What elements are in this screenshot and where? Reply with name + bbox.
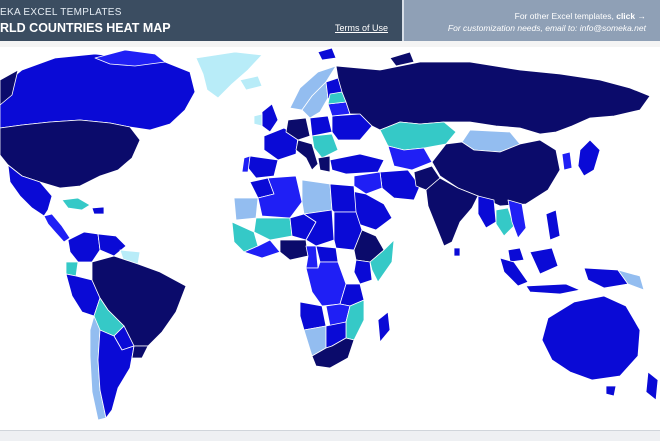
region-china[interactable] bbox=[431, 139, 561, 207]
region-philippines[interactable] bbox=[545, 209, 561, 241]
promo-line: For other Excel templates, click → bbox=[515, 11, 646, 21]
region-india[interactable] bbox=[425, 177, 479, 247]
region-mexico[interactable] bbox=[7, 164, 53, 217]
brand-label: EKA EXCEL TEMPLATES bbox=[0, 7, 122, 18]
region-portugal[interactable] bbox=[241, 155, 251, 173]
region-algeria[interactable] bbox=[257, 175, 303, 219]
region-car[interactable] bbox=[315, 245, 339, 263]
region-thailand[interactable] bbox=[495, 207, 515, 237]
region-italy[interactable] bbox=[295, 139, 319, 171]
region-kenya[interactable] bbox=[353, 259, 373, 285]
region-spain[interactable] bbox=[247, 155, 279, 179]
contact-line[interactable]: For customization needs, email to: info@… bbox=[447, 23, 646, 33]
region-alaska[interactable] bbox=[0, 69, 19, 106]
region-png[interactable] bbox=[617, 269, 645, 291]
promo-text: For other Excel templates, bbox=[514, 11, 617, 21]
region-guinea-coast[interactable] bbox=[243, 239, 281, 259]
region-vietnam[interactable] bbox=[507, 199, 527, 239]
region-japan[interactable] bbox=[577, 139, 601, 177]
region-sumatra[interactable] bbox=[499, 257, 529, 287]
region-egypt[interactable] bbox=[329, 183, 357, 213]
region-uruguay[interactable] bbox=[131, 345, 149, 359]
region-russia[interactable] bbox=[335, 61, 651, 135]
region-tasmania[interactable] bbox=[605, 385, 617, 397]
promo-click-link[interactable]: click → bbox=[616, 11, 646, 21]
heat-map-area bbox=[0, 47, 660, 430]
region-libya[interactable] bbox=[301, 179, 333, 215]
region-australia[interactable] bbox=[541, 295, 641, 381]
region-congo[interactable] bbox=[305, 261, 347, 307]
region-malaysia[interactable] bbox=[507, 247, 525, 263]
region-iceland[interactable] bbox=[239, 75, 263, 91]
region-svalbard[interactable] bbox=[317, 47, 337, 61]
header: EKA EXCEL TEMPLATES RLD COUNTRIES HEAT M… bbox=[0, 0, 660, 41]
region-south-africa[interactable] bbox=[311, 337, 355, 369]
region-myanmar[interactable] bbox=[477, 195, 497, 229]
world-heat-map bbox=[0, 47, 659, 421]
region-france[interactable] bbox=[263, 127, 299, 161]
region-colombia[interactable] bbox=[67, 231, 101, 263]
region-angola[interactable] bbox=[299, 301, 327, 331]
region-central-asia[interactable] bbox=[387, 145, 433, 171]
header-right-panel: For other Excel templates, click → For c… bbox=[402, 0, 660, 41]
header-left-panel: EKA EXCEL TEMPLATES RLD COUNTRIES HEAT M… bbox=[0, 0, 402, 41]
header-divider bbox=[0, 41, 660, 47]
region-cameroon[interactable] bbox=[305, 245, 319, 269]
region-ireland[interactable] bbox=[253, 113, 263, 127]
region-turkey[interactable] bbox=[329, 153, 385, 175]
page-title: RLD COUNTRIES HEAT MAP bbox=[0, 21, 171, 35]
region-central-america[interactable] bbox=[43, 213, 71, 243]
region-argentina[interactable] bbox=[97, 329, 135, 419]
region-poland[interactable] bbox=[309, 115, 333, 137]
region-nigeria[interactable] bbox=[279, 239, 309, 261]
region-korea[interactable] bbox=[561, 151, 573, 171]
region-sri-lanka[interactable] bbox=[453, 247, 461, 257]
region-mali[interactable] bbox=[253, 217, 293, 241]
region-germany[interactable] bbox=[285, 117, 311, 141]
region-greece[interactable] bbox=[317, 155, 331, 173]
region-caribbean-east[interactable] bbox=[91, 206, 105, 215]
region-western-sahara[interactable] bbox=[233, 197, 259, 221]
region-caribbean[interactable] bbox=[61, 197, 91, 211]
region-new-zealand[interactable] bbox=[645, 371, 659, 401]
terms-of-use-link[interactable]: Terms of Use bbox=[335, 23, 389, 33]
region-arctic-islands[interactable] bbox=[94, 49, 166, 67]
region-canada[interactable] bbox=[0, 53, 196, 131]
region-uk[interactable] bbox=[261, 103, 279, 133]
region-new-guinea[interactable] bbox=[583, 267, 629, 289]
region-greenland[interactable] bbox=[195, 51, 263, 99]
region-ecuador[interactable] bbox=[65, 261, 79, 277]
region-novaya-zemlya[interactable] bbox=[389, 51, 415, 67]
region-balkans[interactable] bbox=[311, 133, 339, 159]
region-iraq-syria[interactable] bbox=[353, 171, 383, 195]
region-java[interactable] bbox=[525, 283, 581, 295]
region-madagascar[interactable] bbox=[377, 311, 391, 343]
region-borneo[interactable] bbox=[529, 247, 559, 275]
bottom-bar bbox=[0, 430, 660, 441]
